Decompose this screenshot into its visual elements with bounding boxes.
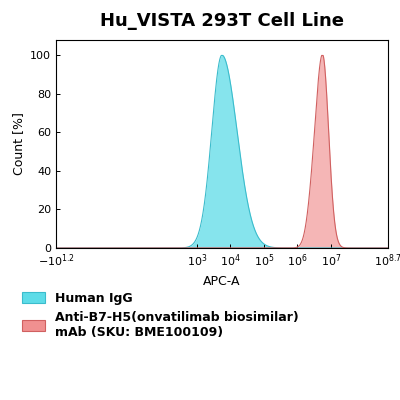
Y-axis label: Count [%]: Count [%] [12, 112, 24, 176]
X-axis label: APC-A: APC-A [203, 275, 241, 288]
Legend: Human IgG, Anti-B7-H5(onvatilimab biosimilar)
mAb (SKU: BME100109): Human IgG, Anti-B7-H5(onvatilimab biosim… [22, 292, 299, 339]
Title: Hu_VISTA 293T Cell Line: Hu_VISTA 293T Cell Line [100, 12, 344, 30]
